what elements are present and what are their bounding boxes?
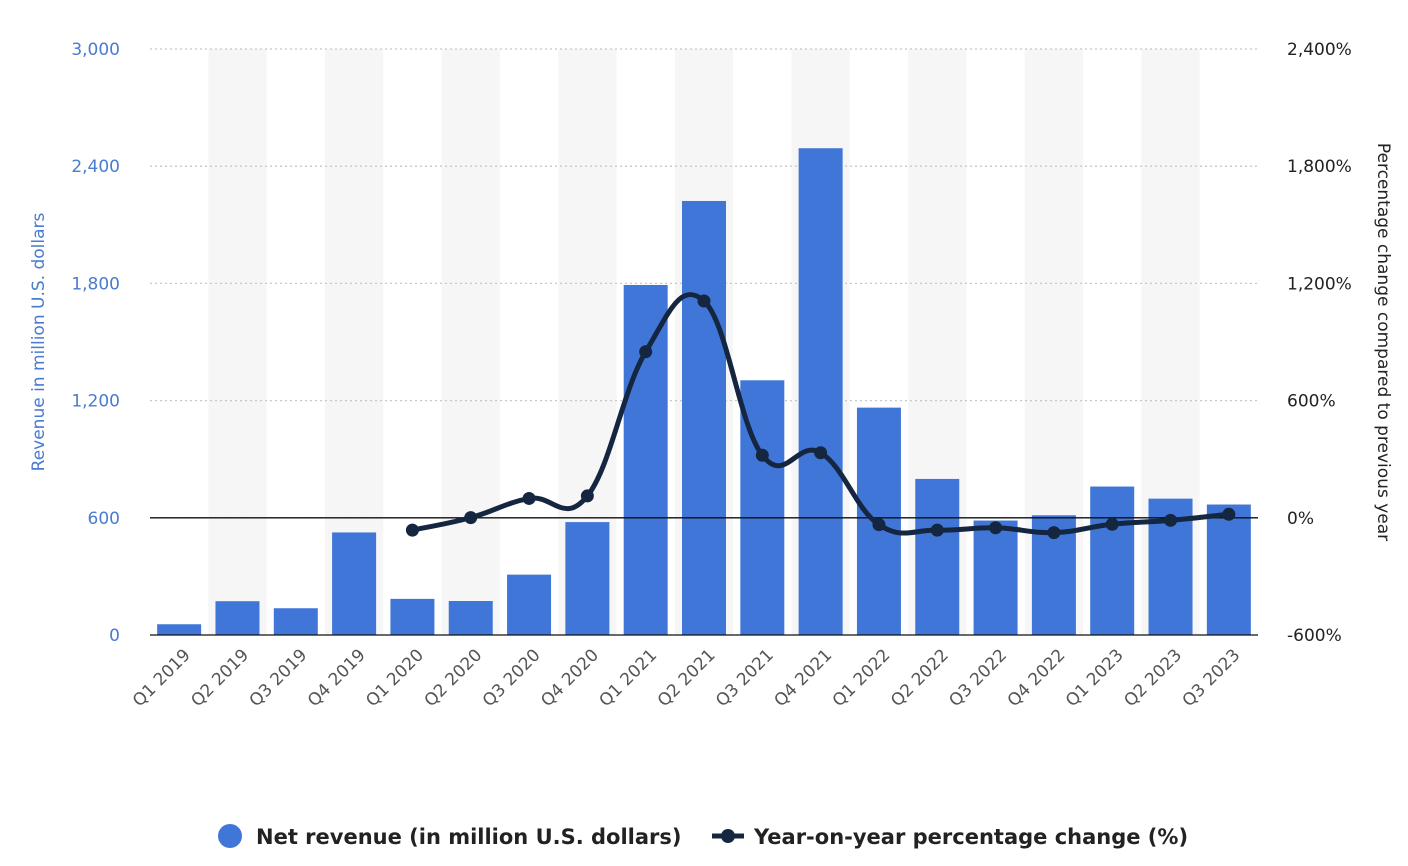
- y2-tick-label: 1,800%: [1287, 157, 1352, 177]
- yoy-change-point: [872, 518, 886, 532]
- revenue-bar: [332, 532, 377, 635]
- yoy-change-point: [580, 489, 594, 503]
- yoy-change-point: [1105, 517, 1119, 531]
- yoy-change-point: [464, 511, 478, 525]
- yoy-change-line: [409, 292, 1232, 536]
- y-tick-label: 1,800: [71, 274, 120, 294]
- column-band: [441, 49, 500, 635]
- yoy-change-point: [814, 446, 828, 460]
- x-tick-label: Q1 2021: [596, 645, 662, 711]
- y-axis-title: Revenue in million U.S. dollars: [29, 212, 49, 471]
- yoy-change-point: [1222, 507, 1236, 521]
- revenue-bar: [507, 574, 552, 635]
- y-tick-label: 600: [88, 509, 120, 529]
- x-tick-label: Q1 2020: [362, 645, 428, 711]
- x-tick-label: Q2 2023: [1120, 645, 1186, 711]
- y-tick-label: 1,200: [71, 392, 120, 412]
- legend-revenue-label: Net revenue (in million U.S. dollars): [256, 825, 682, 849]
- x-tick-label: Q1 2023: [1062, 645, 1128, 711]
- revenue-bar: [448, 601, 493, 635]
- revenue-bar: [157, 624, 202, 635]
- x-tick-label: Q4 2022: [1004, 645, 1070, 711]
- revenue-bar: [215, 601, 260, 635]
- x-tick-label: Q2 2021: [654, 645, 720, 711]
- y2-tick-label: 0%: [1287, 509, 1314, 529]
- yoy-change-point: [930, 523, 944, 537]
- y2-tick-label: -600%: [1287, 626, 1342, 646]
- x-tick-label: Q3 2020: [479, 645, 545, 711]
- revenue-bar: [565, 522, 610, 635]
- revenue-bar: [623, 284, 668, 635]
- legend-revenue-icon: [218, 824, 242, 848]
- yoy-change-point: [697, 294, 711, 308]
- yoy-change-point: [639, 345, 653, 359]
- revenue-bar: [973, 520, 1018, 635]
- y2-tick-label: 600%: [1287, 392, 1336, 412]
- x-tick-label: Q3 2019: [246, 645, 312, 711]
- y-tick-label: 2,400: [71, 157, 120, 177]
- yoy-change-point: [405, 523, 419, 537]
- column-band: [208, 49, 267, 635]
- y2-tick-label: 2,400%: [1287, 40, 1352, 60]
- x-tick-label: Q2 2020: [421, 645, 487, 711]
- x-tick-label: Q3 2022: [945, 645, 1011, 711]
- x-tick-label: Q1 2022: [829, 645, 895, 711]
- legend-yoy-marker-icon: [721, 829, 735, 843]
- y2-axis-title: Percentage change compared to previous y…: [1373, 143, 1393, 541]
- x-tick-label: Q4 2020: [537, 645, 603, 711]
- yoy-change-point: [989, 521, 1003, 535]
- x-tick-label: Q4 2021: [770, 645, 836, 711]
- legend-yoy-label: Year-on-year percentage change (%): [753, 825, 1188, 849]
- revenue-bar: [1090, 486, 1135, 635]
- yoy-change-point: [1164, 513, 1178, 527]
- x-tick-label: Q3 2023: [1179, 645, 1245, 711]
- revenue-bar: [915, 478, 960, 635]
- y-tick-label: 3,000: [71, 40, 120, 60]
- revenue-bar: [1206, 504, 1251, 635]
- revenue-bar: [273, 608, 318, 635]
- x-tick-label: Q1 2019: [129, 645, 195, 711]
- x-tick-label: Q2 2022: [887, 645, 953, 711]
- x-tick-label: Q3 2021: [712, 645, 778, 711]
- yoy-change-point: [1047, 526, 1061, 540]
- revenue-bar: [682, 200, 726, 635]
- x-tick-label: Q2 2019: [187, 645, 253, 711]
- yoy-change-point: [522, 491, 536, 505]
- yoy-change-point: [755, 448, 769, 462]
- y2-tick-label: 1,200%: [1287, 274, 1352, 294]
- revenue-bar: [798, 148, 843, 635]
- revenue-bar: [390, 598, 435, 635]
- y-tick-label: 0: [109, 626, 120, 646]
- x-tick-label: Q4 2019: [304, 645, 370, 711]
